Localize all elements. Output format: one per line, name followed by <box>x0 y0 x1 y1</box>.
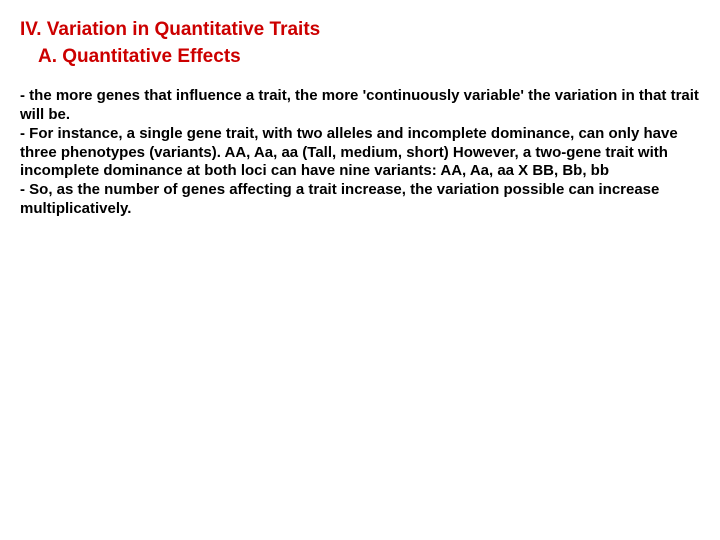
section-heading-main: IV. Variation in Quantitative Traits <box>20 18 700 43</box>
section-heading-sub: A. Quantitative Effects <box>38 45 700 70</box>
body-paragraph: - the more genes that influence a trait,… <box>20 87 700 218</box>
